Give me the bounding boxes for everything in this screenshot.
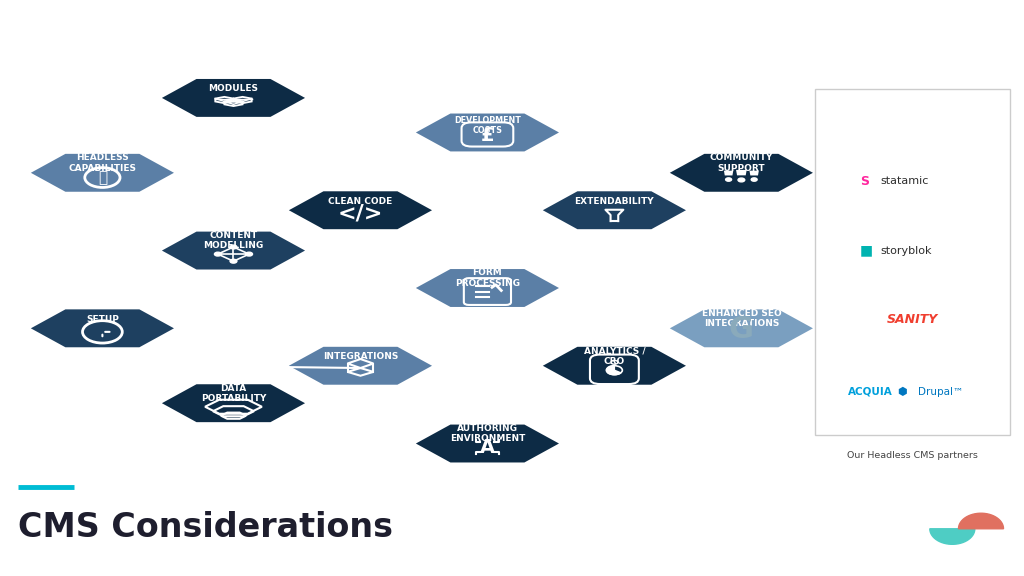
- Circle shape: [738, 178, 744, 182]
- Text: ■: ■: [860, 244, 873, 257]
- Polygon shape: [28, 152, 177, 194]
- Text: ANALYTICS /
CRO: ANALYTICS / CRO: [584, 346, 645, 366]
- Text: DATA
PORTABILITY: DATA PORTABILITY: [201, 384, 266, 403]
- Text: ⬢: ⬢: [897, 386, 907, 397]
- Circle shape: [230, 259, 237, 263]
- Circle shape: [752, 178, 757, 181]
- Polygon shape: [159, 230, 308, 271]
- Polygon shape: [159, 382, 308, 424]
- Text: Our Headless CMS partners: Our Headless CMS partners: [847, 450, 978, 460]
- Text: </>: </>: [338, 204, 383, 224]
- Text: SANITY: SANITY: [887, 313, 938, 326]
- Polygon shape: [540, 345, 689, 386]
- Text: S: S: [860, 175, 869, 188]
- Text: EXTENDABILITY: EXTENDABILITY: [574, 197, 654, 206]
- Text: ENHANCED SEO
INTEGRATIONS: ENHANCED SEO INTEGRATIONS: [701, 309, 781, 328]
- Polygon shape: [286, 190, 435, 231]
- Text: A: A: [480, 438, 495, 457]
- Text: G: G: [729, 316, 754, 344]
- Polygon shape: [540, 190, 689, 231]
- Text: statamic: statamic: [881, 176, 929, 187]
- Text: AUTHORING
ENVIRONMENT: AUTHORING ENVIRONMENT: [450, 424, 525, 444]
- Polygon shape: [958, 513, 1004, 529]
- Polygon shape: [667, 152, 816, 194]
- Text: ⏻: ⏻: [98, 170, 106, 185]
- Circle shape: [214, 252, 221, 256]
- Circle shape: [246, 252, 253, 256]
- Polygon shape: [286, 345, 435, 386]
- Text: ONGOING
DEVELOPMENT
COSTS: ONGOING DEVELOPMENT COSTS: [454, 105, 521, 135]
- Text: £: £: [480, 126, 495, 145]
- Polygon shape: [28, 308, 177, 349]
- Text: Drupal™: Drupal™: [918, 386, 963, 397]
- Polygon shape: [606, 366, 621, 374]
- Polygon shape: [724, 170, 733, 176]
- Text: storyblok: storyblok: [881, 245, 932, 256]
- Polygon shape: [413, 267, 562, 309]
- Polygon shape: [413, 423, 562, 464]
- Text: ACQUIA: ACQUIA: [848, 386, 893, 397]
- Polygon shape: [667, 308, 816, 349]
- Text: COMMUNITY
SUPPORT: COMMUNITY SUPPORT: [710, 153, 773, 173]
- Text: HEADLESS
CAPABILITIES: HEADLESS CAPABILITIES: [69, 153, 136, 173]
- Text: CLEAN CODE: CLEAN CODE: [329, 197, 392, 206]
- Polygon shape: [413, 112, 562, 153]
- Polygon shape: [736, 170, 746, 175]
- Circle shape: [726, 178, 731, 181]
- Polygon shape: [159, 77, 308, 119]
- Text: MODULES: MODULES: [209, 85, 258, 93]
- Polygon shape: [750, 170, 759, 176]
- Text: FORM
PROCESSING: FORM PROCESSING: [455, 268, 520, 288]
- Text: CONTENT
MODELLING: CONTENT MODELLING: [204, 231, 263, 251]
- Circle shape: [230, 245, 237, 249]
- Text: SETUP: SETUP: [86, 315, 119, 324]
- Text: CMS Considerations: CMS Considerations: [18, 510, 393, 544]
- Polygon shape: [930, 529, 975, 544]
- FancyBboxPatch shape: [815, 89, 1010, 435]
- Text: INTEGRATIONS: INTEGRATIONS: [323, 353, 398, 361]
